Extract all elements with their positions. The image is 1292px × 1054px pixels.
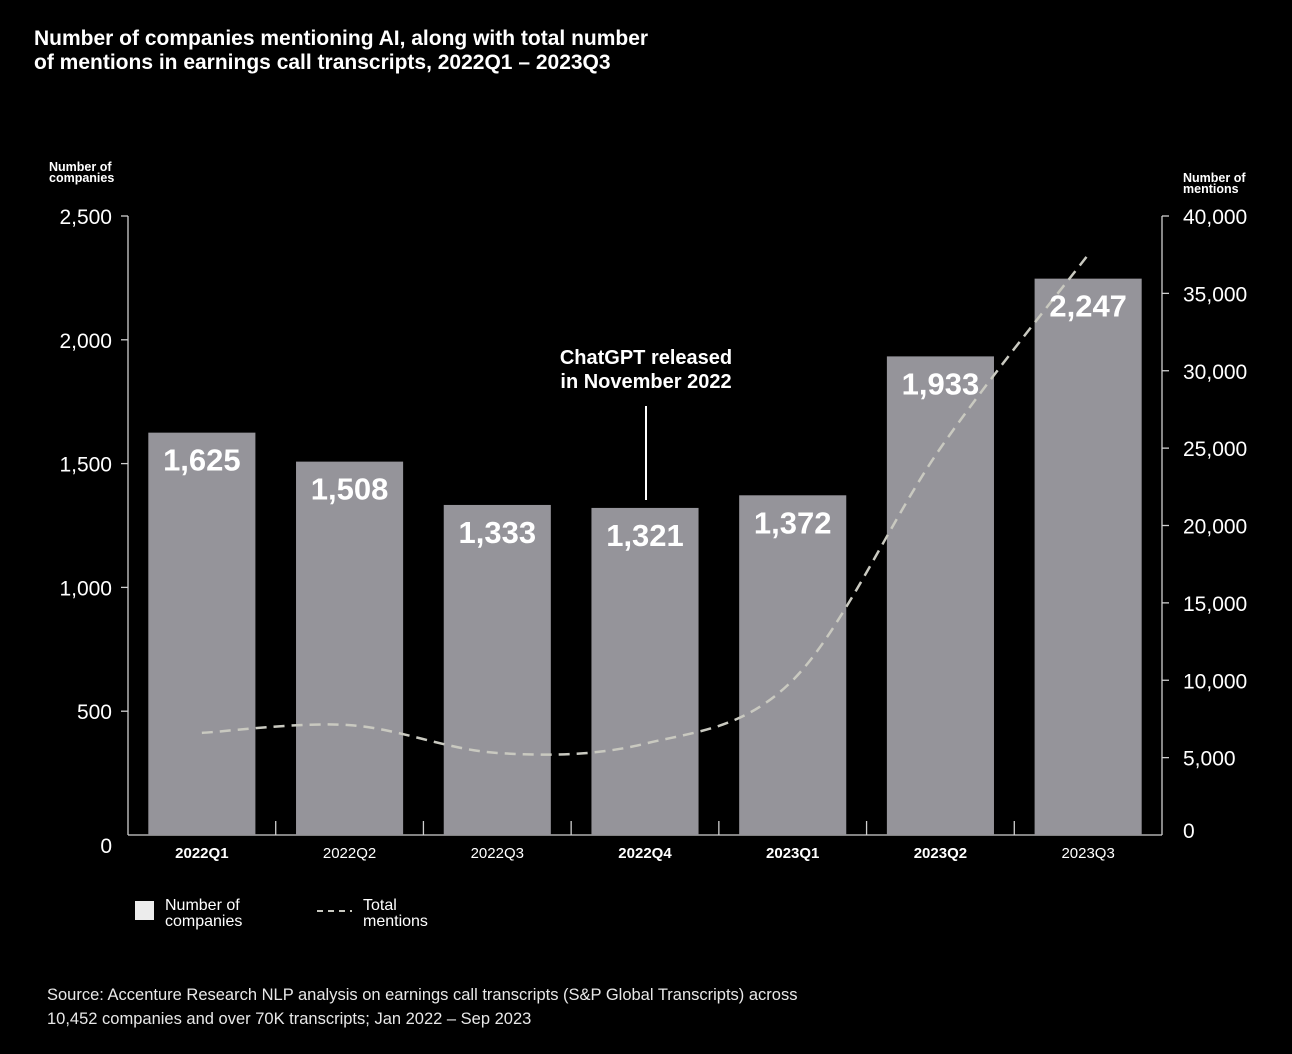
right-tick-label: 10,000: [1183, 670, 1247, 693]
x-category-label: 2022Q2: [323, 845, 376, 862]
legend-bar-label-line-2: companies: [165, 913, 242, 930]
bar-value-label: 1,933: [902, 366, 980, 401]
legend-line-label-line-2: mentions: [363, 913, 428, 930]
line-series: [201, 253, 1090, 756]
x-category-label: 2023Q2: [914, 845, 967, 862]
legend: Number of companies Total mentions: [135, 897, 428, 930]
x-category-label: 2022Q4: [618, 845, 672, 862]
x-category-label: 2023Q1: [766, 845, 819, 862]
bar: [739, 495, 847, 835]
left-tick-label: 1,500: [59, 454, 112, 477]
right-axis-title-line-2: mentions: [1183, 182, 1239, 196]
chart-title-line-1: Number of companies mentioning AI, along…: [34, 27, 649, 50]
right-tick-label: 15,000: [1183, 593, 1247, 616]
left-axis-title-line-2: companies: [49, 171, 114, 185]
chatgpt-annotation: ChatGPT released in November 2022: [560, 347, 732, 500]
source-line-2: 10,452 companies and over 70K transcript…: [47, 1010, 532, 1028]
legend-bar-swatch: [135, 901, 154, 920]
bar: [591, 507, 699, 835]
x-category-label: 2022Q1: [175, 845, 228, 862]
bar: [296, 461, 404, 835]
source-line-1: Source: Accenture Research NLP analysis …: [47, 986, 798, 1004]
left-tick-label: 2,500: [59, 206, 112, 229]
total-mentions-line: [201, 253, 1090, 756]
chart-title: Number of companies mentioning AI, along…: [34, 27, 794, 75]
bar-value-label: 1,508: [311, 472, 389, 507]
bar-value-label: 2,247: [1049, 289, 1127, 324]
bar: [148, 432, 256, 835]
bar-value-label: 1,321: [606, 518, 684, 553]
bar-series: [148, 278, 1142, 835]
legend-bar-label-line-1: Number of: [165, 897, 240, 914]
right-axis-title-line-1: Number of: [1183, 171, 1246, 185]
bar-value-label: 1,372: [754, 505, 832, 540]
right-tick-label: 0: [1183, 820, 1195, 843]
chart-title-line-2: of mentions in earnings call transcripts…: [34, 51, 611, 74]
right-tick-label: 30,000: [1183, 361, 1247, 384]
left-axis-title-line-1: Number of: [49, 160, 112, 174]
right-tick-label: 35,000: [1183, 283, 1247, 306]
bar-value-label: 1,333: [458, 515, 536, 550]
right-tick-label: 20,000: [1183, 516, 1247, 539]
annotation-line-2: in November 2022: [560, 371, 731, 393]
right-axis-ticks: 0 5,000 10,000 15,000 20,000 25,000 30,000 35,0…: [1162, 206, 1247, 843]
bar: [886, 356, 994, 835]
x-category-label: 2022Q3: [471, 845, 524, 862]
left-tick-label: 0: [100, 835, 112, 858]
right-tick-label: 40,000: [1183, 206, 1247, 229]
bar-value-labels: 1,625 1,508 1,333 1,321 1,372 1,933 2,247: [163, 289, 1127, 553]
source-note: Source: Accenture Research NLP analysis …: [47, 983, 797, 1031]
bar: [443, 504, 551, 835]
left-tick-label: 1,000: [59, 577, 112, 600]
right-tick-label: 25,000: [1183, 438, 1247, 461]
left-tick-label: 500: [77, 701, 112, 724]
bar-value-label: 1,625: [163, 443, 241, 478]
left-tick-label: 2,000: [59, 330, 112, 353]
x-axis-ticks: 2022Q1 2022Q2 2022Q3 2022Q4 2023Q1 2023Q2 2023…: [175, 821, 1115, 862]
left-axis-ticks: 0 500 1,000 1,500 2,000 2,500: [59, 206, 128, 858]
annotation-line-1: ChatGPT released: [560, 347, 732, 369]
x-category-label: 2023Q3: [1061, 845, 1114, 862]
legend-line-label-line-1: Total: [363, 897, 397, 914]
bar: [1034, 278, 1142, 835]
right-tick-label: 5,000: [1183, 748, 1236, 771]
